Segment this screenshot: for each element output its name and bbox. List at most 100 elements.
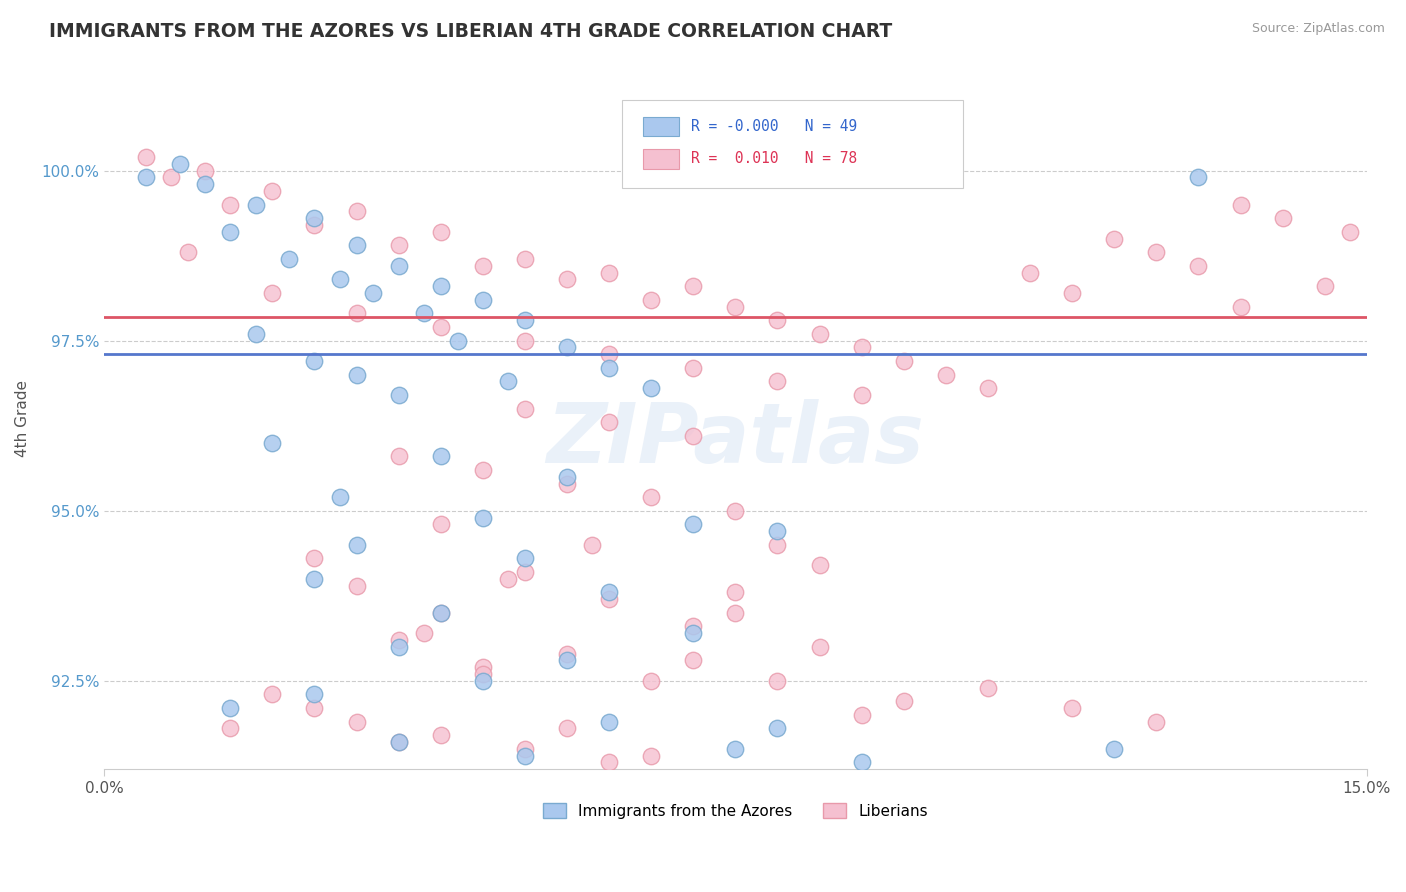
Point xyxy=(598,592,620,607)
Point xyxy=(262,688,284,702)
FancyBboxPatch shape xyxy=(643,117,679,136)
Point xyxy=(429,606,451,620)
Point xyxy=(471,293,494,307)
Point xyxy=(412,626,434,640)
Point xyxy=(808,640,831,654)
Point xyxy=(429,517,451,532)
Point xyxy=(304,688,326,702)
Point xyxy=(851,707,873,722)
Point xyxy=(304,354,326,368)
Point xyxy=(388,633,411,648)
Point xyxy=(766,313,789,327)
Point xyxy=(555,341,578,355)
FancyBboxPatch shape xyxy=(621,100,963,187)
Point xyxy=(388,735,411,749)
Point xyxy=(555,469,578,483)
Point xyxy=(429,320,451,334)
Point xyxy=(598,756,620,770)
Text: R =  0.010   N = 78: R = 0.010 N = 78 xyxy=(692,152,858,167)
Point xyxy=(513,565,536,579)
Point xyxy=(977,381,1000,395)
Point xyxy=(388,238,411,252)
Point xyxy=(471,667,494,681)
Point xyxy=(471,463,494,477)
Point xyxy=(513,742,536,756)
Point xyxy=(682,619,704,633)
Point xyxy=(581,538,603,552)
Point xyxy=(724,606,747,620)
Point xyxy=(346,204,368,219)
Point xyxy=(640,293,662,307)
Point xyxy=(135,150,157,164)
Point xyxy=(513,551,536,566)
Point xyxy=(1187,170,1209,185)
Point xyxy=(851,341,873,355)
Point xyxy=(513,748,536,763)
Text: R = -0.000   N = 49: R = -0.000 N = 49 xyxy=(692,120,858,134)
Point xyxy=(262,435,284,450)
Point xyxy=(1271,211,1294,226)
Point xyxy=(513,252,536,266)
Point xyxy=(346,306,368,320)
Point xyxy=(346,538,368,552)
Point xyxy=(766,375,789,389)
Point xyxy=(388,640,411,654)
Point xyxy=(513,334,536,348)
Point xyxy=(1229,197,1251,211)
Point xyxy=(766,524,789,538)
Point xyxy=(346,238,368,252)
Point xyxy=(893,694,915,708)
Point xyxy=(724,300,747,314)
Point xyxy=(471,510,494,524)
Point xyxy=(446,334,468,348)
Point xyxy=(262,286,284,301)
Point xyxy=(304,572,326,586)
Point xyxy=(278,252,301,266)
Point xyxy=(1144,245,1167,260)
Point xyxy=(851,388,873,402)
Point xyxy=(219,225,242,239)
Point xyxy=(304,218,326,232)
Point xyxy=(429,279,451,293)
Point xyxy=(555,647,578,661)
Point xyxy=(363,286,385,301)
Point xyxy=(682,279,704,293)
Point xyxy=(1144,714,1167,729)
Point xyxy=(471,673,494,688)
Point xyxy=(555,722,578,736)
Point xyxy=(329,490,352,504)
Point xyxy=(496,572,519,586)
Point xyxy=(388,450,411,464)
Point xyxy=(219,197,242,211)
Point xyxy=(598,266,620,280)
Point xyxy=(388,388,411,402)
Point xyxy=(412,306,434,320)
Point xyxy=(555,272,578,286)
Point xyxy=(1339,225,1361,239)
Point xyxy=(598,415,620,429)
Point xyxy=(262,184,284,198)
Point xyxy=(555,476,578,491)
Point xyxy=(640,490,662,504)
Point xyxy=(640,381,662,395)
Point xyxy=(598,360,620,375)
Point xyxy=(1229,300,1251,314)
Point xyxy=(766,538,789,552)
Point xyxy=(513,313,536,327)
Point xyxy=(245,326,267,341)
Point xyxy=(346,579,368,593)
Legend: Immigrants from the Azores, Liberians: Immigrants from the Azores, Liberians xyxy=(537,797,934,825)
Point xyxy=(471,660,494,674)
Point xyxy=(388,259,411,273)
Point xyxy=(429,728,451,742)
Point xyxy=(429,450,451,464)
Text: IMMIGRANTS FROM THE AZORES VS LIBERIAN 4TH GRADE CORRELATION CHART: IMMIGRANTS FROM THE AZORES VS LIBERIAN 4… xyxy=(49,22,893,41)
Point xyxy=(682,517,704,532)
Point xyxy=(1019,266,1042,280)
Text: ZIPatlas: ZIPatlas xyxy=(547,400,924,481)
Point xyxy=(135,170,157,185)
FancyBboxPatch shape xyxy=(643,149,679,169)
Point xyxy=(977,681,1000,695)
Point xyxy=(598,585,620,599)
Point xyxy=(555,653,578,667)
